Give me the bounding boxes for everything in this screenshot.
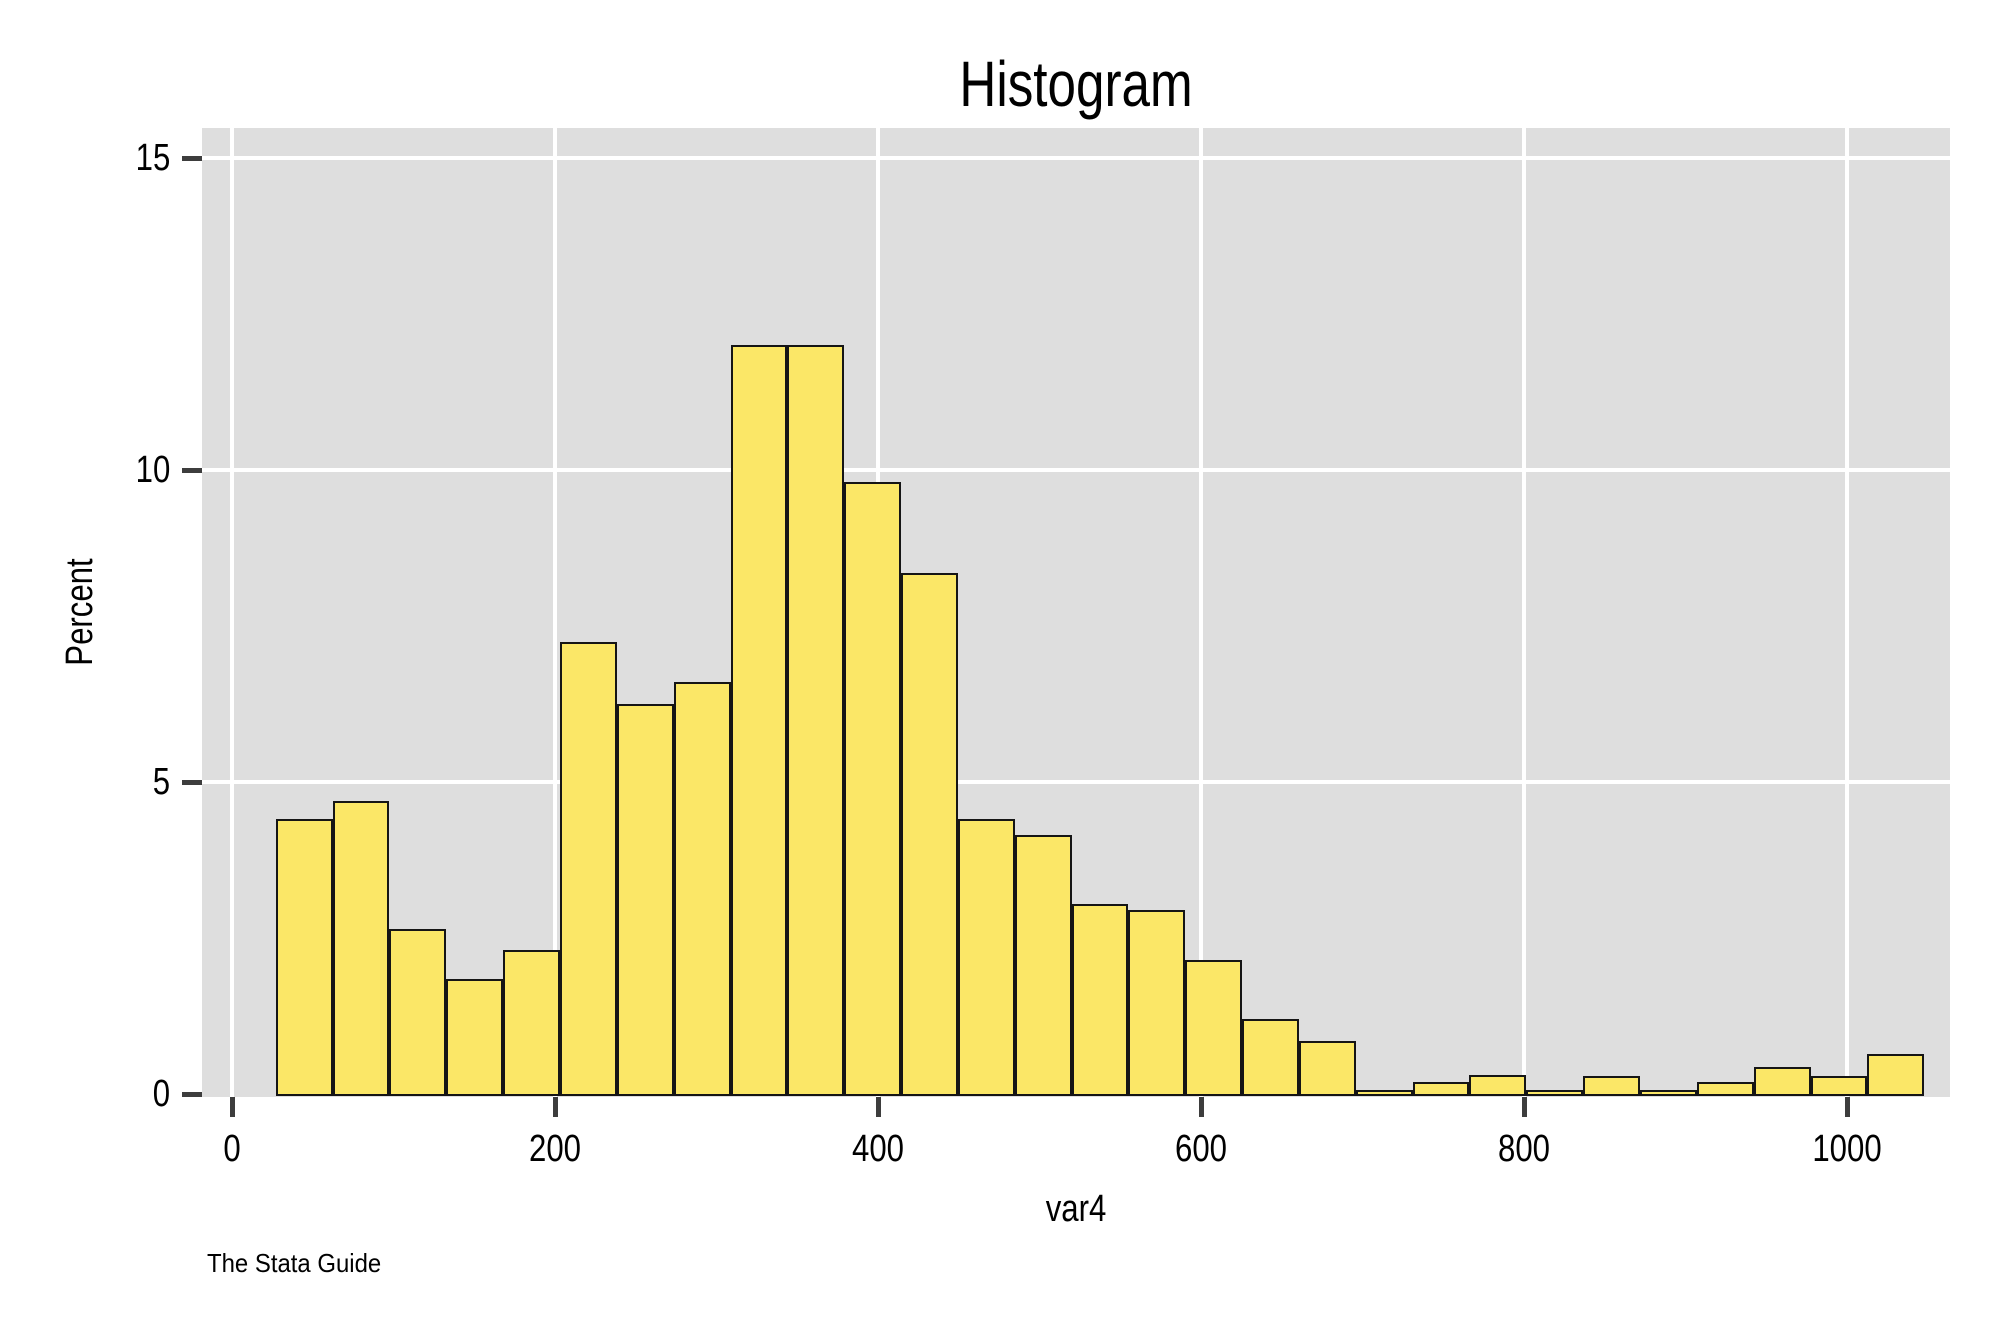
histogram-bar (503, 950, 560, 1096)
histogram-bar (1697, 1082, 1754, 1096)
x-gridline (553, 128, 557, 1097)
y-axis-title: Percent (59, 558, 101, 666)
y-axis-tick (182, 1092, 202, 1097)
x-axis-tick (1845, 1097, 1850, 1117)
histogram-bar (1185, 960, 1242, 1096)
histogram-bar (901, 573, 958, 1096)
y-axis-tick-label: 5 (152, 761, 170, 803)
y-gridline (202, 156, 1950, 160)
chart-title: Histogram (959, 48, 1193, 120)
x-gridline (230, 128, 234, 1097)
histogram-bar (276, 819, 333, 1096)
histogram-bar (617, 704, 674, 1096)
histogram-bar (1128, 910, 1185, 1096)
y-axis-tick (182, 468, 202, 473)
x-axis-tick-label: 1000 (1812, 1128, 1882, 1170)
y-axis-tick-label: 15 (135, 137, 170, 179)
plot-area (202, 128, 1950, 1097)
x-gridline (1199, 128, 1203, 1097)
x-axis-title: var4 (1045, 1188, 1107, 1230)
y-axis-tick-label: 10 (135, 449, 170, 491)
histogram-bar (1356, 1090, 1413, 1096)
footer-note: The Stata Guide (207, 1248, 382, 1278)
histogram-bar (560, 642, 617, 1096)
histogram-bar (674, 682, 731, 1096)
y-axis-tick (182, 156, 202, 161)
histogram-bar (1811, 1076, 1867, 1096)
x-gridline (1522, 128, 1526, 1097)
x-axis-tick-label: 600 (1175, 1128, 1227, 1170)
y-gridline (202, 780, 1950, 784)
histogram-bar (389, 929, 446, 1096)
y-gridline (202, 468, 1950, 472)
x-axis-tick-label: 800 (1498, 1128, 1550, 1170)
x-axis-tick (553, 1097, 558, 1117)
x-axis-tick-label: 400 (852, 1128, 904, 1170)
x-axis-tick (876, 1097, 881, 1117)
x-axis-tick (1199, 1097, 1204, 1117)
histogram-bar (1469, 1075, 1526, 1096)
x-axis-tick-label: 0 (223, 1128, 241, 1170)
histogram-bar (1583, 1076, 1640, 1096)
x-axis-tick (230, 1097, 235, 1117)
histogram-bar (1015, 835, 1072, 1096)
x-axis-tick (1522, 1097, 1527, 1117)
histogram-bar (787, 345, 844, 1096)
histogram-bar (844, 482, 901, 1096)
y-axis-tick (182, 780, 202, 785)
x-gridline (1845, 128, 1849, 1097)
histogram-bar (1640, 1090, 1697, 1096)
histogram-bar (1299, 1041, 1356, 1096)
histogram-bar (1242, 1019, 1299, 1096)
histogram-bar (1867, 1054, 1924, 1096)
histogram-bar (333, 801, 389, 1096)
histogram-bar (1526, 1090, 1583, 1096)
histogram-bar (446, 979, 503, 1096)
histogram-bar (1072, 904, 1128, 1096)
histogram-bar (1413, 1082, 1469, 1096)
histogram-bar (958, 819, 1015, 1096)
x-axis-tick-label: 200 (529, 1128, 581, 1170)
histogram-bar (731, 345, 787, 1096)
y-axis-tick-label: 0 (152, 1073, 170, 1115)
histogram-bar (1754, 1067, 1811, 1096)
